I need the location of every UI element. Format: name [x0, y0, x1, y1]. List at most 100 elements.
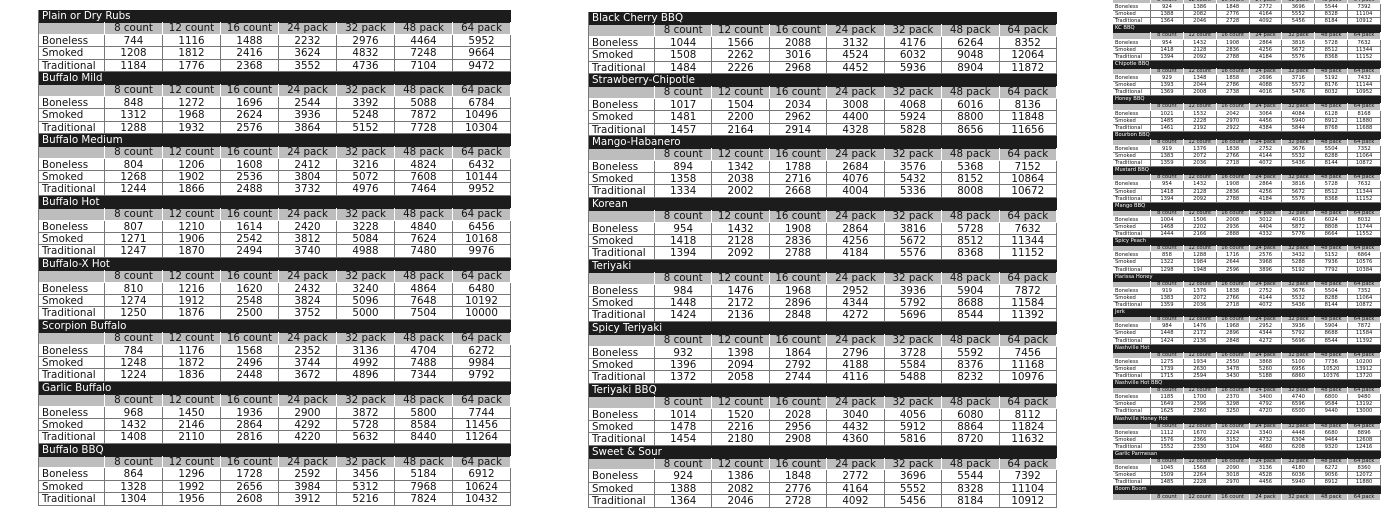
value-cell: 5084: [337, 233, 395, 246]
header-spacer: [453, 71, 511, 85]
column-header: 32 pack: [1282, 32, 1316, 40]
column-header-blank: [1113, 458, 1151, 466]
row-label: Smoked: [39, 294, 105, 308]
value-cell: 1776: [163, 59, 221, 72]
value-cell: 10144: [453, 171, 511, 184]
table-row: Boneless 864 1296 1728 2592 3456 5184 6912: [39, 468, 511, 481]
value-cell: 1206: [163, 158, 221, 172]
value-cell: 3744: [279, 356, 337, 370]
header-spacer: [105, 319, 163, 333]
value-cell: 3868: [1249, 358, 1283, 366]
table-row: Smoked 1418 2128 2836 4256 5672 8512 11344: [589, 235, 1057, 248]
value-cell: 10496: [453, 109, 511, 122]
value-cell: 1272: [163, 96, 221, 110]
value-cell: 1485: [1151, 117, 1184, 125]
value-cell: 1017: [655, 98, 713, 112]
value-cell: 4116: [827, 371, 885, 384]
column-header-blank: [39, 84, 105, 97]
header-spacer: [1183, 451, 1217, 459]
value-cell: 3864: [279, 121, 337, 134]
value-cell: 2864: [827, 222, 885, 236]
column-header: 32 pack: [1282, 138, 1316, 146]
value-cell: 13720: [1348, 372, 1381, 381]
value-cell: 2046: [712, 495, 770, 508]
value-cell: 1566: [712, 36, 770, 50]
table-row: Boneless 924 1386 1848 2772 3696 5544 7392: [1113, 4, 1381, 12]
value-cell: 1376: [1183, 145, 1217, 154]
value-cell: 1376: [1183, 287, 1217, 295]
value-cell: 2936: [1216, 224, 1250, 232]
value-cell: 784: [105, 344, 163, 357]
table-row: Traditional 1625 2360 3250 4720 6500 9440 13000: [1113, 408, 1381, 416]
value-cell: 5260: [1249, 365, 1283, 373]
value-cell: 2228: [1183, 117, 1217, 125]
column-header-row: 8 count 12 count 16 count 24 pack 32 pack 48 …: [589, 86, 1057, 99]
header-spacer: [1151, 60, 1184, 69]
column-header: 8 count: [1151, 103, 1184, 111]
value-cell: 1210: [163, 220, 221, 234]
header-spacer: [769, 259, 828, 273]
row-label: Smoked: [589, 296, 655, 310]
row-label: Smoked: [1113, 153, 1151, 161]
value-cell: 3968: [1249, 259, 1283, 267]
header-spacer: [712, 135, 770, 149]
value-cell: 5776: [1282, 231, 1316, 239]
column-header: 32 pack: [337, 394, 395, 407]
value-cell: 1348: [1183, 75, 1217, 83]
value-cell: 1608: [221, 158, 279, 172]
row-label: Smoked: [39, 171, 105, 184]
value-cell: 2696: [1249, 75, 1283, 83]
column-header: 64 pack: [1348, 138, 1381, 146]
flavor-name: Honey BBQ: [1113, 96, 1151, 105]
value-cell: 7632: [1348, 39, 1381, 47]
value-cell: 1838: [1216, 287, 1250, 295]
value-cell: 7432: [1348, 75, 1381, 83]
row-label: Smoked: [39, 480, 105, 494]
value-cell: 7648: [395, 294, 453, 308]
table-row: Boneless 807 1210 1614 2420 3228 4840 6456: [39, 220, 511, 234]
column-header: 24 pack: [279, 22, 337, 35]
value-cell: 2028: [769, 408, 828, 421]
column-header: 8 count: [655, 396, 713, 409]
value-cell: 8032: [1315, 89, 1349, 97]
header-spacer: [1151, 344, 1184, 353]
header-spacer: [1151, 96, 1184, 105]
value-cell: 5072: [337, 171, 395, 184]
value-cell: 2594: [1183, 372, 1217, 381]
column-header: 24 pack: [1249, 138, 1283, 146]
column-header-blank: [1113, 316, 1151, 324]
header-spacer: [337, 319, 395, 333]
column-header: 12 count: [163, 456, 221, 469]
value-cell: 10864: [999, 173, 1057, 186]
header-spacer: [1249, 96, 1283, 105]
column-header: 24 pack: [279, 332, 337, 345]
value-cell: 5792: [884, 296, 943, 310]
header-spacer: [395, 71, 453, 85]
column-header: 8 count: [655, 458, 713, 471]
value-cell: 4056: [884, 408, 943, 421]
table-row: Traditional 1184 1776 2368 3552 4736 7104 9472: [39, 59, 511, 72]
value-cell: 5456: [1282, 18, 1316, 26]
header-spacer: [279, 133, 337, 147]
value-cell: 3016: [769, 49, 828, 62]
column-header: 12 count: [1183, 458, 1217, 466]
value-cell: 2200: [712, 111, 770, 124]
column-header-blank: [589, 334, 655, 347]
row-label: Boneless: [1113, 394, 1151, 402]
column-header: 48 pack: [1315, 422, 1349, 430]
value-cell: 2776: [769, 482, 828, 496]
value-cell: 1383: [1151, 294, 1184, 303]
value-cell: 894: [655, 160, 713, 174]
value-cell: 5728: [1315, 39, 1349, 47]
column-header: 24 pack: [279, 270, 337, 283]
value-cell: 7104: [395, 59, 453, 72]
value-cell: 2082: [712, 482, 770, 496]
flavor-section: 8 count 12 count 16 count 24 pack 32 pack 48 …: [1113, 0, 1381, 26]
header-spacer: [395, 381, 453, 395]
value-cell: 6864: [1348, 252, 1381, 260]
value-cell: 3896: [1249, 266, 1283, 274]
value-cell: 11880: [1348, 117, 1381, 125]
header-spacer: [827, 321, 885, 335]
value-cell: 2172: [712, 296, 770, 310]
column-header: 48 pack: [1315, 0, 1349, 5]
